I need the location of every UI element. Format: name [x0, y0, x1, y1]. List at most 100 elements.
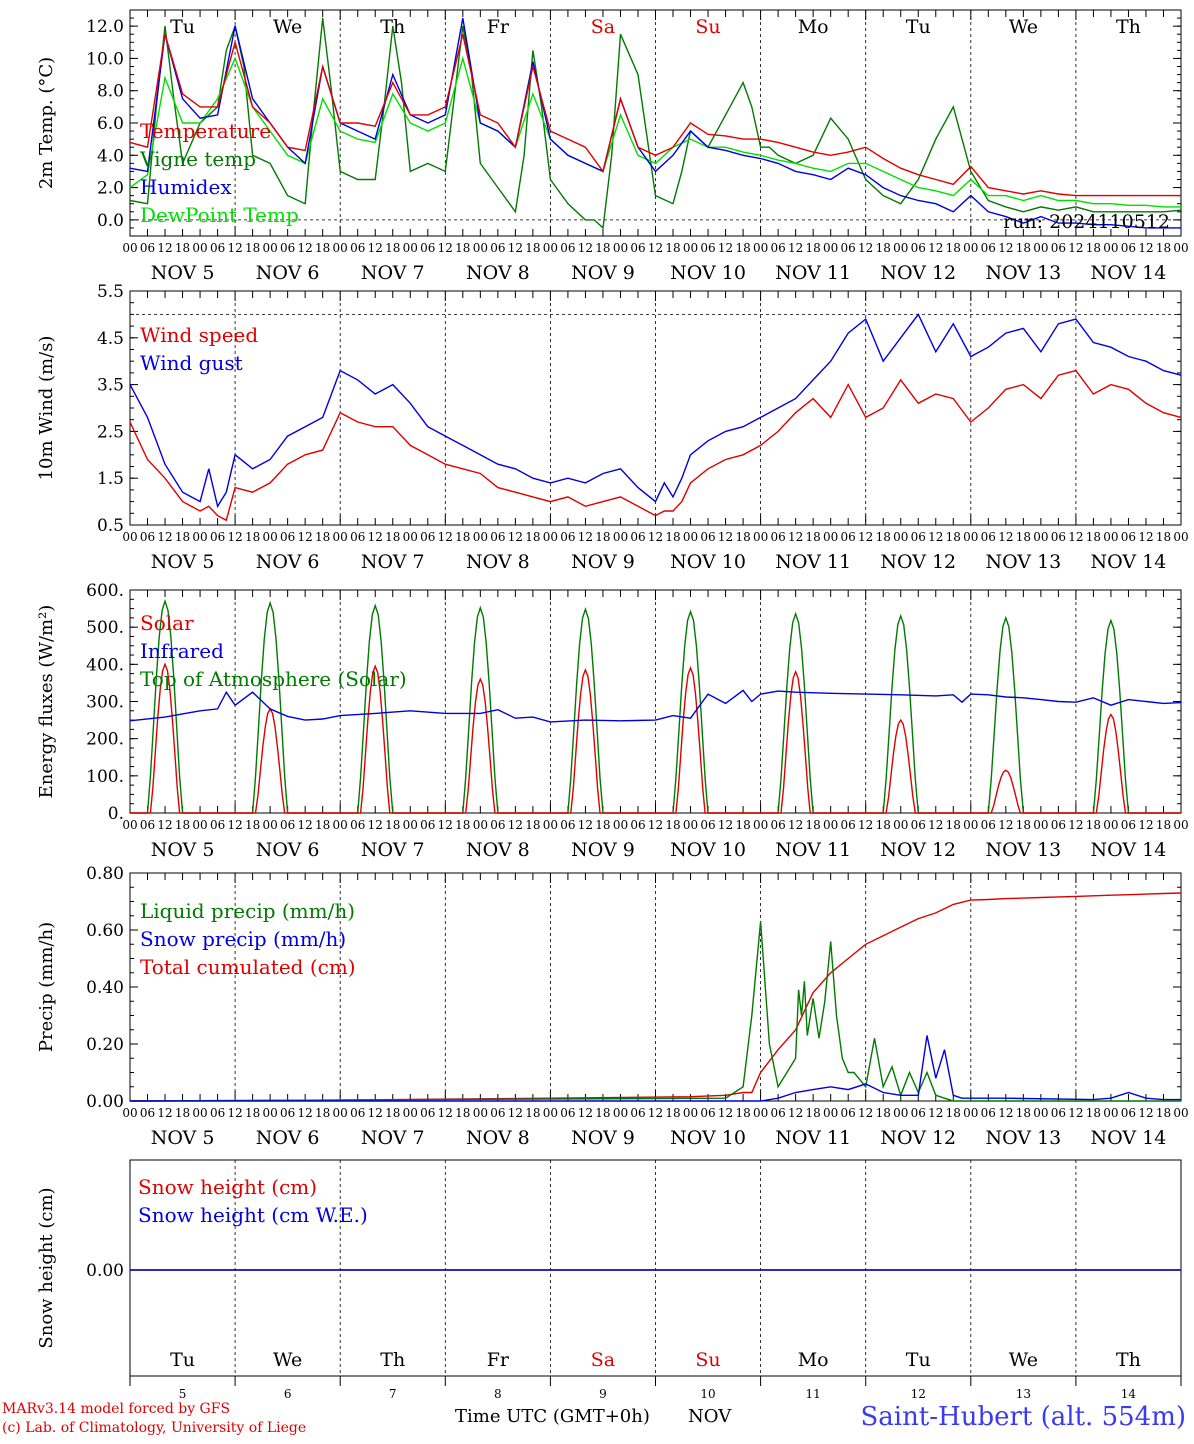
date-label: NOV 6	[256, 551, 320, 573]
hour-tick-label: 18	[455, 241, 470, 255]
day-number-label: 14	[1121, 1387, 1137, 1401]
date-label: NOV 10	[670, 839, 746, 861]
hour-tick-label: 06	[700, 818, 715, 832]
hour-tick-label: 06	[210, 1106, 225, 1120]
hour-tick-label: 00	[893, 1106, 908, 1120]
hour-tick-label: 00	[403, 241, 418, 255]
hour-tick-label: 00	[473, 1106, 488, 1120]
hour-tick-label: 06	[210, 241, 225, 255]
series-line	[129, 34, 1181, 197]
hour-tick-label: 18	[665, 1106, 680, 1120]
hour-tick-label: 18	[245, 530, 260, 544]
hour-tick-label: 12	[368, 1106, 383, 1120]
date-label: NOV 12	[880, 262, 956, 284]
y-axis-label: Energy fluxes (W/m²)	[36, 605, 57, 799]
hour-tick-label: 00	[262, 530, 277, 544]
weekday-label-bottom: We	[1009, 1349, 1038, 1371]
y-tick-label: 8.0	[97, 82, 124, 102]
hour-tick-label: 06	[140, 530, 155, 544]
y-tick-label: 500.	[86, 618, 124, 638]
date-label: NOV 9	[571, 551, 635, 573]
y-tick-label: 3.5	[97, 376, 124, 396]
series-line	[129, 313, 1182, 509]
hour-tick-label: 12	[648, 241, 663, 255]
weekday-label-bottom: Fr	[487, 1349, 510, 1371]
legend-entry: Humidex	[140, 175, 232, 199]
y-tick-label: 0.	[108, 804, 124, 824]
hour-tick-label: 00	[1033, 818, 1048, 832]
hour-tick-label: 18	[1016, 818, 1031, 832]
hour-tick-label: 00	[403, 530, 418, 544]
hour-tick-label: 18	[525, 530, 540, 544]
weekday-label-top: Fr	[487, 16, 510, 38]
date-label: NOV 10	[670, 262, 746, 284]
y-tick-label: 0.60	[86, 921, 124, 941]
weekday-label-top: Sa	[591, 16, 615, 38]
y-tick-label: 400.	[86, 655, 124, 675]
date-label: NOV 7	[361, 262, 425, 284]
hour-tick-label: 06	[210, 530, 225, 544]
legend-entry: Infrared	[140, 639, 224, 663]
hour-tick-label: 06	[280, 530, 295, 544]
hour-tick-label: 12	[1068, 530, 1083, 544]
y-tick-label: 4.5	[97, 329, 124, 349]
hour-tick-label: 18	[876, 530, 891, 544]
legend-entry: Wind speed	[140, 323, 258, 347]
hour-tick-label: 00	[1033, 241, 1048, 255]
hour-tick-label: 06	[560, 818, 575, 832]
hour-tick-label: 00	[122, 1106, 137, 1120]
hour-tick-label: 06	[630, 241, 645, 255]
hour-tick-label: 00	[823, 530, 838, 544]
hour-tick-label: 12	[718, 241, 733, 255]
hour-tick-label: 18	[315, 1106, 330, 1120]
hour-tick-label: 06	[1051, 818, 1066, 832]
hour-tick-label: 18	[876, 1106, 891, 1120]
y-tick-label: 0.20	[86, 1035, 124, 1055]
hour-tick-label: 06	[841, 1106, 856, 1120]
hour-tick-label: 06	[490, 241, 505, 255]
y-axis-label: Precip (mm/h)	[36, 922, 57, 1052]
day-number-label: 10	[700, 1387, 715, 1401]
hour-tick-label: 18	[175, 1106, 190, 1120]
hour-tick-label: 06	[140, 241, 155, 255]
hour-tick-label: 18	[525, 818, 540, 832]
series-line	[129, 892, 1182, 1102]
hour-tick-label: 06	[1121, 1106, 1136, 1120]
hour-tick-label: 12	[718, 530, 733, 544]
hour-tick-label: 12	[998, 241, 1013, 255]
hour-tick-label: 06	[560, 530, 575, 544]
date-label: NOV 8	[466, 262, 530, 284]
weekday-label-bottom: Th	[380, 1349, 405, 1371]
hour-tick-label: 00	[753, 241, 768, 255]
hour-tick-label: 18	[946, 241, 961, 255]
hour-tick-label: 06	[981, 530, 996, 544]
panel-3	[129, 589, 1182, 814]
hour-tick-label: 12	[928, 241, 943, 255]
hour-tick-label: 00	[823, 1106, 838, 1120]
weekday-label-top: Tu	[906, 16, 931, 38]
hour-tick-label: 12	[227, 530, 242, 544]
date-label: NOV 11	[775, 1127, 851, 1149]
hour-tick-label: 00	[613, 1106, 628, 1120]
panel-5	[129, 1159, 1182, 1377]
series-line	[129, 689, 1182, 723]
series-line	[130, 662, 1181, 814]
y-tick-label: 300.	[86, 693, 124, 713]
hour-tick-label: 00	[1103, 818, 1118, 832]
y-tick-label: 2.0	[97, 179, 124, 199]
hour-tick-label: 18	[595, 530, 610, 544]
date-label: NOV 5	[151, 262, 215, 284]
hour-tick-label: 00	[963, 530, 978, 544]
hour-tick-label: 18	[245, 241, 260, 255]
lab-credit: (c) Lab. of Climatology, University of L…	[2, 1420, 307, 1436]
hour-tick-label: 12	[1138, 1106, 1153, 1120]
y-axis-label: 2m Temp. (°C)	[36, 57, 57, 189]
hour-tick-label: 06	[700, 530, 715, 544]
date-label: NOV 10	[670, 1127, 746, 1149]
series-line	[130, 1035, 1181, 1102]
hour-tick-label: 12	[157, 818, 172, 832]
hour-tick-label: 12	[508, 818, 523, 832]
hour-tick-label: 12	[508, 241, 523, 255]
